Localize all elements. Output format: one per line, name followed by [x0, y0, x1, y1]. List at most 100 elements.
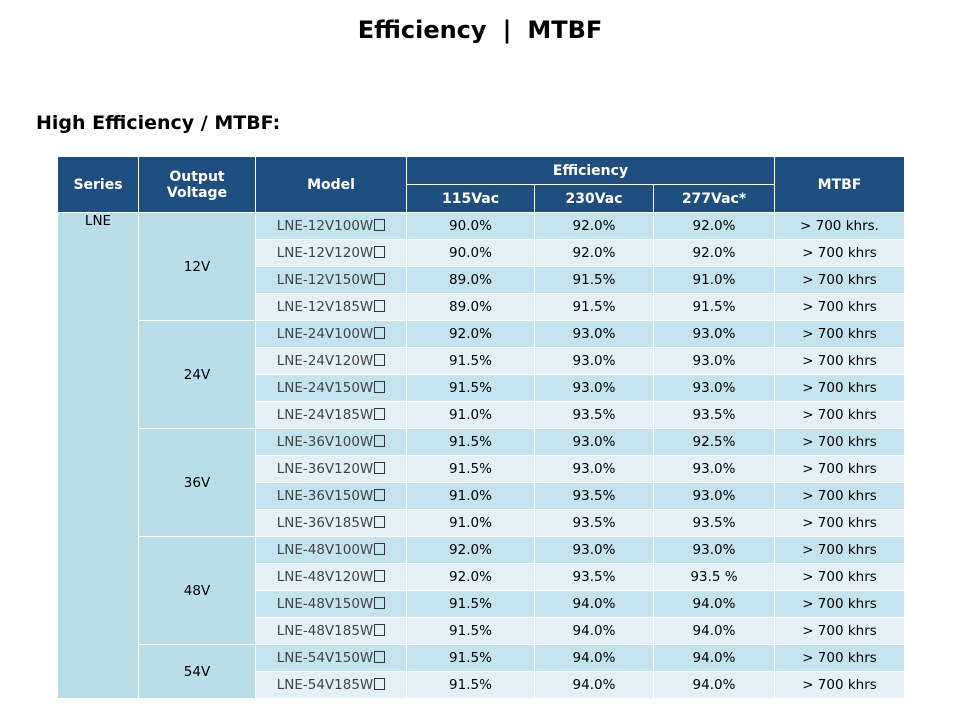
efficiency-mtbf-table: Series Output Voltage Model Efficiency M… [57, 156, 905, 699]
table-row: LNE-24V150W 91.5% 93.0% 93.0% > 700 khrs [58, 374, 905, 402]
checkbox-placeholder-icon [374, 516, 386, 528]
title-mtbf: MTBF [527, 16, 603, 44]
series-cell: LNE [57, 212, 139, 699]
eff-230-cell: 93.0% [534, 347, 654, 375]
eff-115-cell: 91.5% [406, 644, 535, 672]
checkbox-placeholder-icon [374, 651, 386, 663]
mtbf-cell: > 700 khrs [774, 563, 905, 591]
eff-277-cell: 94.0% [653, 617, 775, 645]
mtbf-cell: > 700 khrs [774, 374, 905, 402]
table-row: LNE-54V185W 91.5% 94.0% 94.0% > 700 khrs [58, 671, 905, 699]
mtbf-cell: > 700 khrs [774, 239, 905, 267]
model-cell: LNE-54V185W [255, 671, 407, 699]
eff-277-cell: 92.5% [653, 428, 775, 456]
model-cell: LNE-48V120W [255, 563, 407, 591]
eff-230-cell: 94.0% [534, 644, 654, 672]
table-row: 24V LNE-24V100W 92.0% 93.0% 93.0% > 700 … [58, 320, 905, 429]
checkbox-placeholder-icon [374, 597, 386, 609]
mtbf-cell: > 700 khrs [774, 509, 905, 537]
eff-230-cell: 93.0% [534, 536, 654, 564]
eff-277-cell: 94.0% [653, 590, 775, 618]
model-cell: LNE-12V120W [255, 239, 407, 267]
voltage-cell: 12V [138, 212, 256, 321]
eff-115-cell: 91.5% [406, 617, 535, 645]
model-cell: LNE-48V150W [255, 590, 407, 618]
table-row: LNE-12V120W 90.0% 92.0% 92.0% > 700 khrs [58, 239, 905, 267]
title-separator: | [502, 16, 512, 44]
header-output-voltage: Output Voltage [138, 156, 256, 213]
eff-230-cell: 93.5% [534, 563, 654, 591]
mtbf-cell: > 700 khrs [774, 320, 905, 348]
checkbox-placeholder-icon [374, 246, 386, 258]
mtbf-cell: > 700 khrs [774, 671, 905, 699]
mtbf-cell: > 700 khrs [774, 428, 905, 456]
eff-230-cell: 94.0% [534, 590, 654, 618]
eff-115-cell: 91.0% [406, 482, 535, 510]
eff-277-cell: 93.0% [653, 455, 775, 483]
header-mtbf: MTBF [774, 156, 905, 213]
mtbf-cell: > 700 khrs [774, 401, 905, 429]
header-277vac: 277Vac* [653, 184, 775, 213]
checkbox-placeholder-icon [374, 219, 386, 231]
mtbf-cell: > 700 khrs [774, 347, 905, 375]
title-efficiency: Efficiency [357, 16, 487, 44]
page-title: Efficiency | MTBF [0, 16, 960, 44]
model-cell: LNE-36V120W [255, 455, 407, 483]
eff-277-cell: 92.0% [653, 239, 775, 267]
checkbox-placeholder-icon [374, 300, 386, 312]
voltage-cell: 48V [138, 536, 256, 645]
mtbf-cell: > 700 khrs [774, 644, 905, 672]
eff-230-cell: 93.0% [534, 374, 654, 402]
eff-115-cell: 90.0% [406, 212, 535, 240]
eff-115-cell: 89.0% [406, 293, 535, 321]
model-cell: LNE-54V150W [255, 644, 407, 672]
eff-115-cell: 91.5% [406, 374, 535, 402]
table-row: LNE 12V LNE-12V100W 90.0% 92.0% 92.0% > … [57, 212, 905, 699]
eff-230-cell: 93.5% [534, 482, 654, 510]
eff-230-cell: 94.0% [534, 671, 654, 699]
model-cell: LNE-36V100W [255, 428, 407, 456]
table-row: LNE-48V150W 91.5% 94.0% 94.0% > 700 khrs [58, 590, 905, 618]
eff-230-cell: 93.5% [534, 509, 654, 537]
eff-115-cell: 91.5% [406, 428, 535, 456]
eff-115-cell: 89.0% [406, 266, 535, 294]
model-cell: LNE-48V100W [255, 536, 407, 564]
checkbox-placeholder-icon [374, 489, 386, 501]
eff-277-cell: 93.0% [653, 482, 775, 510]
eff-230-cell: 93.0% [534, 320, 654, 348]
table-row: 36V LNE-36V100W 91.5% 93.0% 92.5% > 700 … [58, 428, 905, 537]
table-row: 48V LNE-48V100W 92.0% 93.0% 93.0% > 700 … [58, 536, 905, 645]
checkbox-placeholder-icon [374, 570, 386, 582]
checkbox-placeholder-icon [374, 273, 386, 285]
eff-277-cell: 93.5% [653, 509, 775, 537]
eff-277-cell: 93.5% [653, 401, 775, 429]
model-cell: LNE-24V185W [255, 401, 407, 429]
header-115vac: 115Vac [406, 184, 535, 213]
table-row: LNE-36V120W 91.5% 93.0% 93.0% > 700 khrs [58, 455, 905, 483]
eff-277-cell: 94.0% [653, 644, 775, 672]
section-heading: High Efficiency / MTBF: [36, 112, 281, 134]
table-row: LNE-36V185W 91.0% 93.5% 93.5% > 700 khrs [58, 509, 905, 537]
eff-277-cell: 93.0% [653, 320, 775, 348]
eff-230-cell: 92.0% [534, 212, 654, 240]
header-230vac: 230Vac [534, 184, 654, 213]
header-series: Series [57, 156, 139, 213]
eff-230-cell: 93.0% [534, 455, 654, 483]
table-row: LNE-48V185W 91.5% 94.0% 94.0% > 700 khrs [58, 617, 905, 645]
eff-277-cell: 92.0% [653, 212, 775, 240]
eff-277-cell: 93.5 % [653, 563, 775, 591]
model-cell: LNE-12V150W [255, 266, 407, 294]
table-row: LNE-12V185W 89.0% 91.5% 91.5% > 700 khrs [58, 293, 905, 321]
eff-230-cell: 93.5% [534, 401, 654, 429]
mtbf-cell: > 700 khrs [774, 455, 905, 483]
model-cell: LNE-36V185W [255, 509, 407, 537]
mtbf-cell: > 700 khrs [774, 482, 905, 510]
eff-115-cell: 91.5% [406, 455, 535, 483]
model-cell: LNE-24V150W [255, 374, 407, 402]
eff-277-cell: 91.0% [653, 266, 775, 294]
eff-277-cell: 93.0% [653, 536, 775, 564]
eff-277-cell: 93.0% [653, 347, 775, 375]
checkbox-placeholder-icon [374, 327, 386, 339]
checkbox-placeholder-icon [374, 462, 386, 474]
checkbox-placeholder-icon [374, 408, 386, 420]
